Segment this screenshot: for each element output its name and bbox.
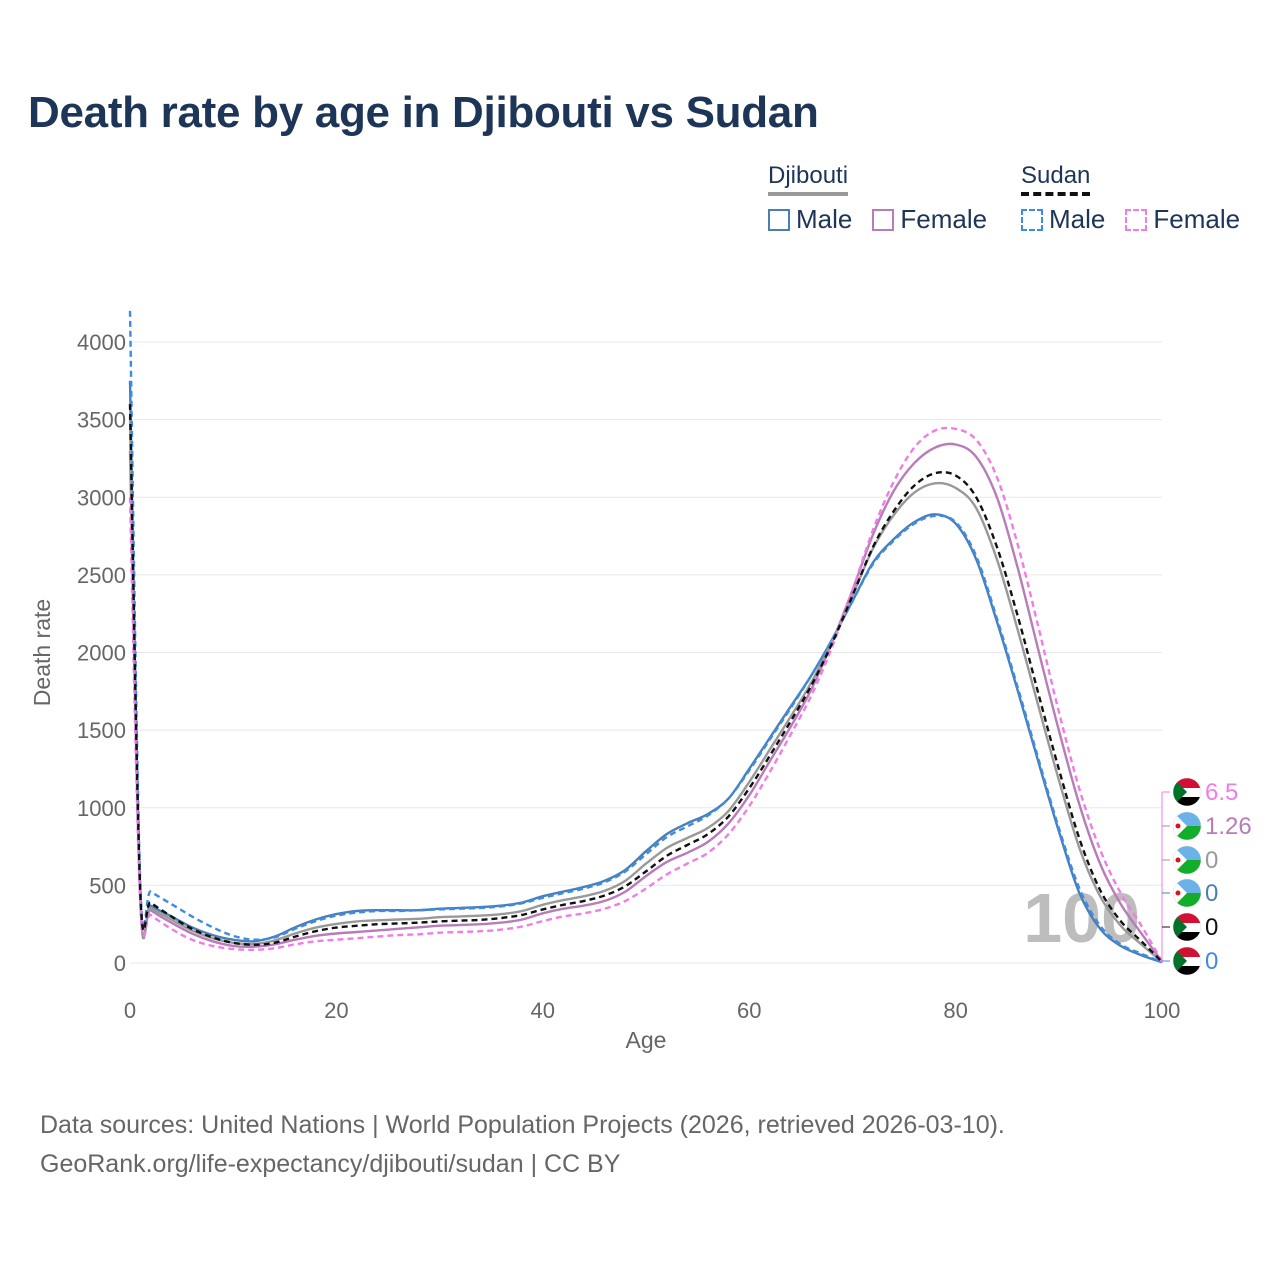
flag-badge-outline — [1172, 811, 1202, 841]
flag-stripe — [1173, 788, 1201, 797]
flag-stripe — [1173, 957, 1201, 966]
legend-group-djibouti: Djibouti Male Female — [768, 162, 987, 235]
legend-label: Male — [796, 204, 853, 234]
series-line-sudan-both — [128, 404, 1163, 963]
y-tick-label: 500 — [89, 873, 126, 898]
legend-label: Female — [1153, 204, 1241, 234]
flag-stripe — [1173, 797, 1201, 806]
flag-stripe — [1173, 778, 1201, 788]
x-tick-label: 60 — [737, 998, 761, 1023]
flag-badge-outline — [1172, 912, 1202, 942]
y-tick-label: 2000 — [77, 641, 126, 666]
legend-label: Male — [1049, 204, 1106, 234]
legend-group-sudan: Sudan Male Female — [1021, 162, 1240, 235]
chart-title: Death rate by age in Djibouti vs Sudan — [28, 88, 819, 137]
legend-label: Female — [900, 204, 988, 234]
y-tick-label: 3500 — [77, 408, 126, 433]
legend-item-sudan-female[interactable]: Female — [1125, 204, 1240, 235]
y-tick-label: 1500 — [77, 718, 126, 743]
legend-swatch — [872, 208, 895, 231]
end-value-label: 0 — [1205, 847, 1218, 874]
flag-star — [1175, 823, 1181, 829]
flag-stripe — [1173, 966, 1201, 975]
flag-triangle — [1173, 778, 1187, 806]
series-line-sudan-male — [128, 310, 1163, 964]
flag-stripe — [1173, 947, 1201, 957]
x-tick-label: 100 — [1144, 998, 1181, 1023]
legend-group-title: Sudan — [1021, 162, 1091, 196]
y-tick-label: 1000 — [77, 796, 126, 821]
flag-star — [1175, 890, 1181, 896]
y-tick-label: 4000 — [77, 330, 126, 355]
flag-triangle — [1173, 913, 1187, 941]
end-value-label: 0 — [1205, 914, 1218, 941]
legend-item-djibouti-male[interactable]: Male — [768, 204, 852, 235]
flag-badge-outline — [1172, 845, 1202, 875]
x-tick-label: 20 — [324, 998, 348, 1023]
end-value-label: 6.5 — [1205, 779, 1238, 806]
flag-triangle — [1173, 947, 1187, 975]
footer: Data sources: United Nations | World Pop… — [40, 1106, 1005, 1184]
flag-badge-outline — [1172, 777, 1202, 807]
y-axis-title: Death rate — [29, 599, 55, 706]
data-source-text: Data sources: United Nations | World Pop… — [40, 1111, 1005, 1139]
series-line-sudan-female — [128, 426, 1164, 962]
legend-item-sudan-male[interactable]: Male — [1021, 204, 1105, 235]
y-tick-label: 0 — [114, 951, 126, 976]
legend-item-djibouti-female[interactable]: Female — [872, 204, 987, 235]
x-tick-label: 0 — [124, 998, 136, 1023]
legend-swatch — [1021, 208, 1043, 231]
legend-swatch — [1125, 208, 1148, 231]
source-url-text: GeoRank.org/life-expectancy/djibouti/sud… — [40, 1150, 621, 1178]
legend-group-title: Djibouti — [768, 162, 849, 196]
flag-stripe — [1173, 913, 1201, 923]
flag-star — [1175, 857, 1181, 863]
y-tick-label: 3000 — [77, 485, 126, 510]
series-line-djibouti-female — [128, 442, 1163, 963]
flag-badge-outline — [1172, 946, 1202, 976]
end-value-label: 0 — [1205, 880, 1218, 907]
x-axis-title: Age — [626, 1027, 667, 1053]
legend-swatch — [768, 208, 790, 231]
flag-badge-outline — [1172, 878, 1202, 908]
y-tick-label: 2500 — [77, 563, 126, 588]
flag-stripe — [1173, 923, 1201, 932]
end-value-label: 0 — [1205, 948, 1218, 975]
x-tick-label: 80 — [943, 998, 967, 1023]
age-watermark: 100 — [1023, 879, 1140, 957]
flag-stripe — [1173, 932, 1201, 941]
x-tick-label: 40 — [531, 998, 555, 1023]
series-line-djibouti-both — [128, 416, 1163, 963]
end-value-label: 1.26 — [1205, 813, 1252, 840]
